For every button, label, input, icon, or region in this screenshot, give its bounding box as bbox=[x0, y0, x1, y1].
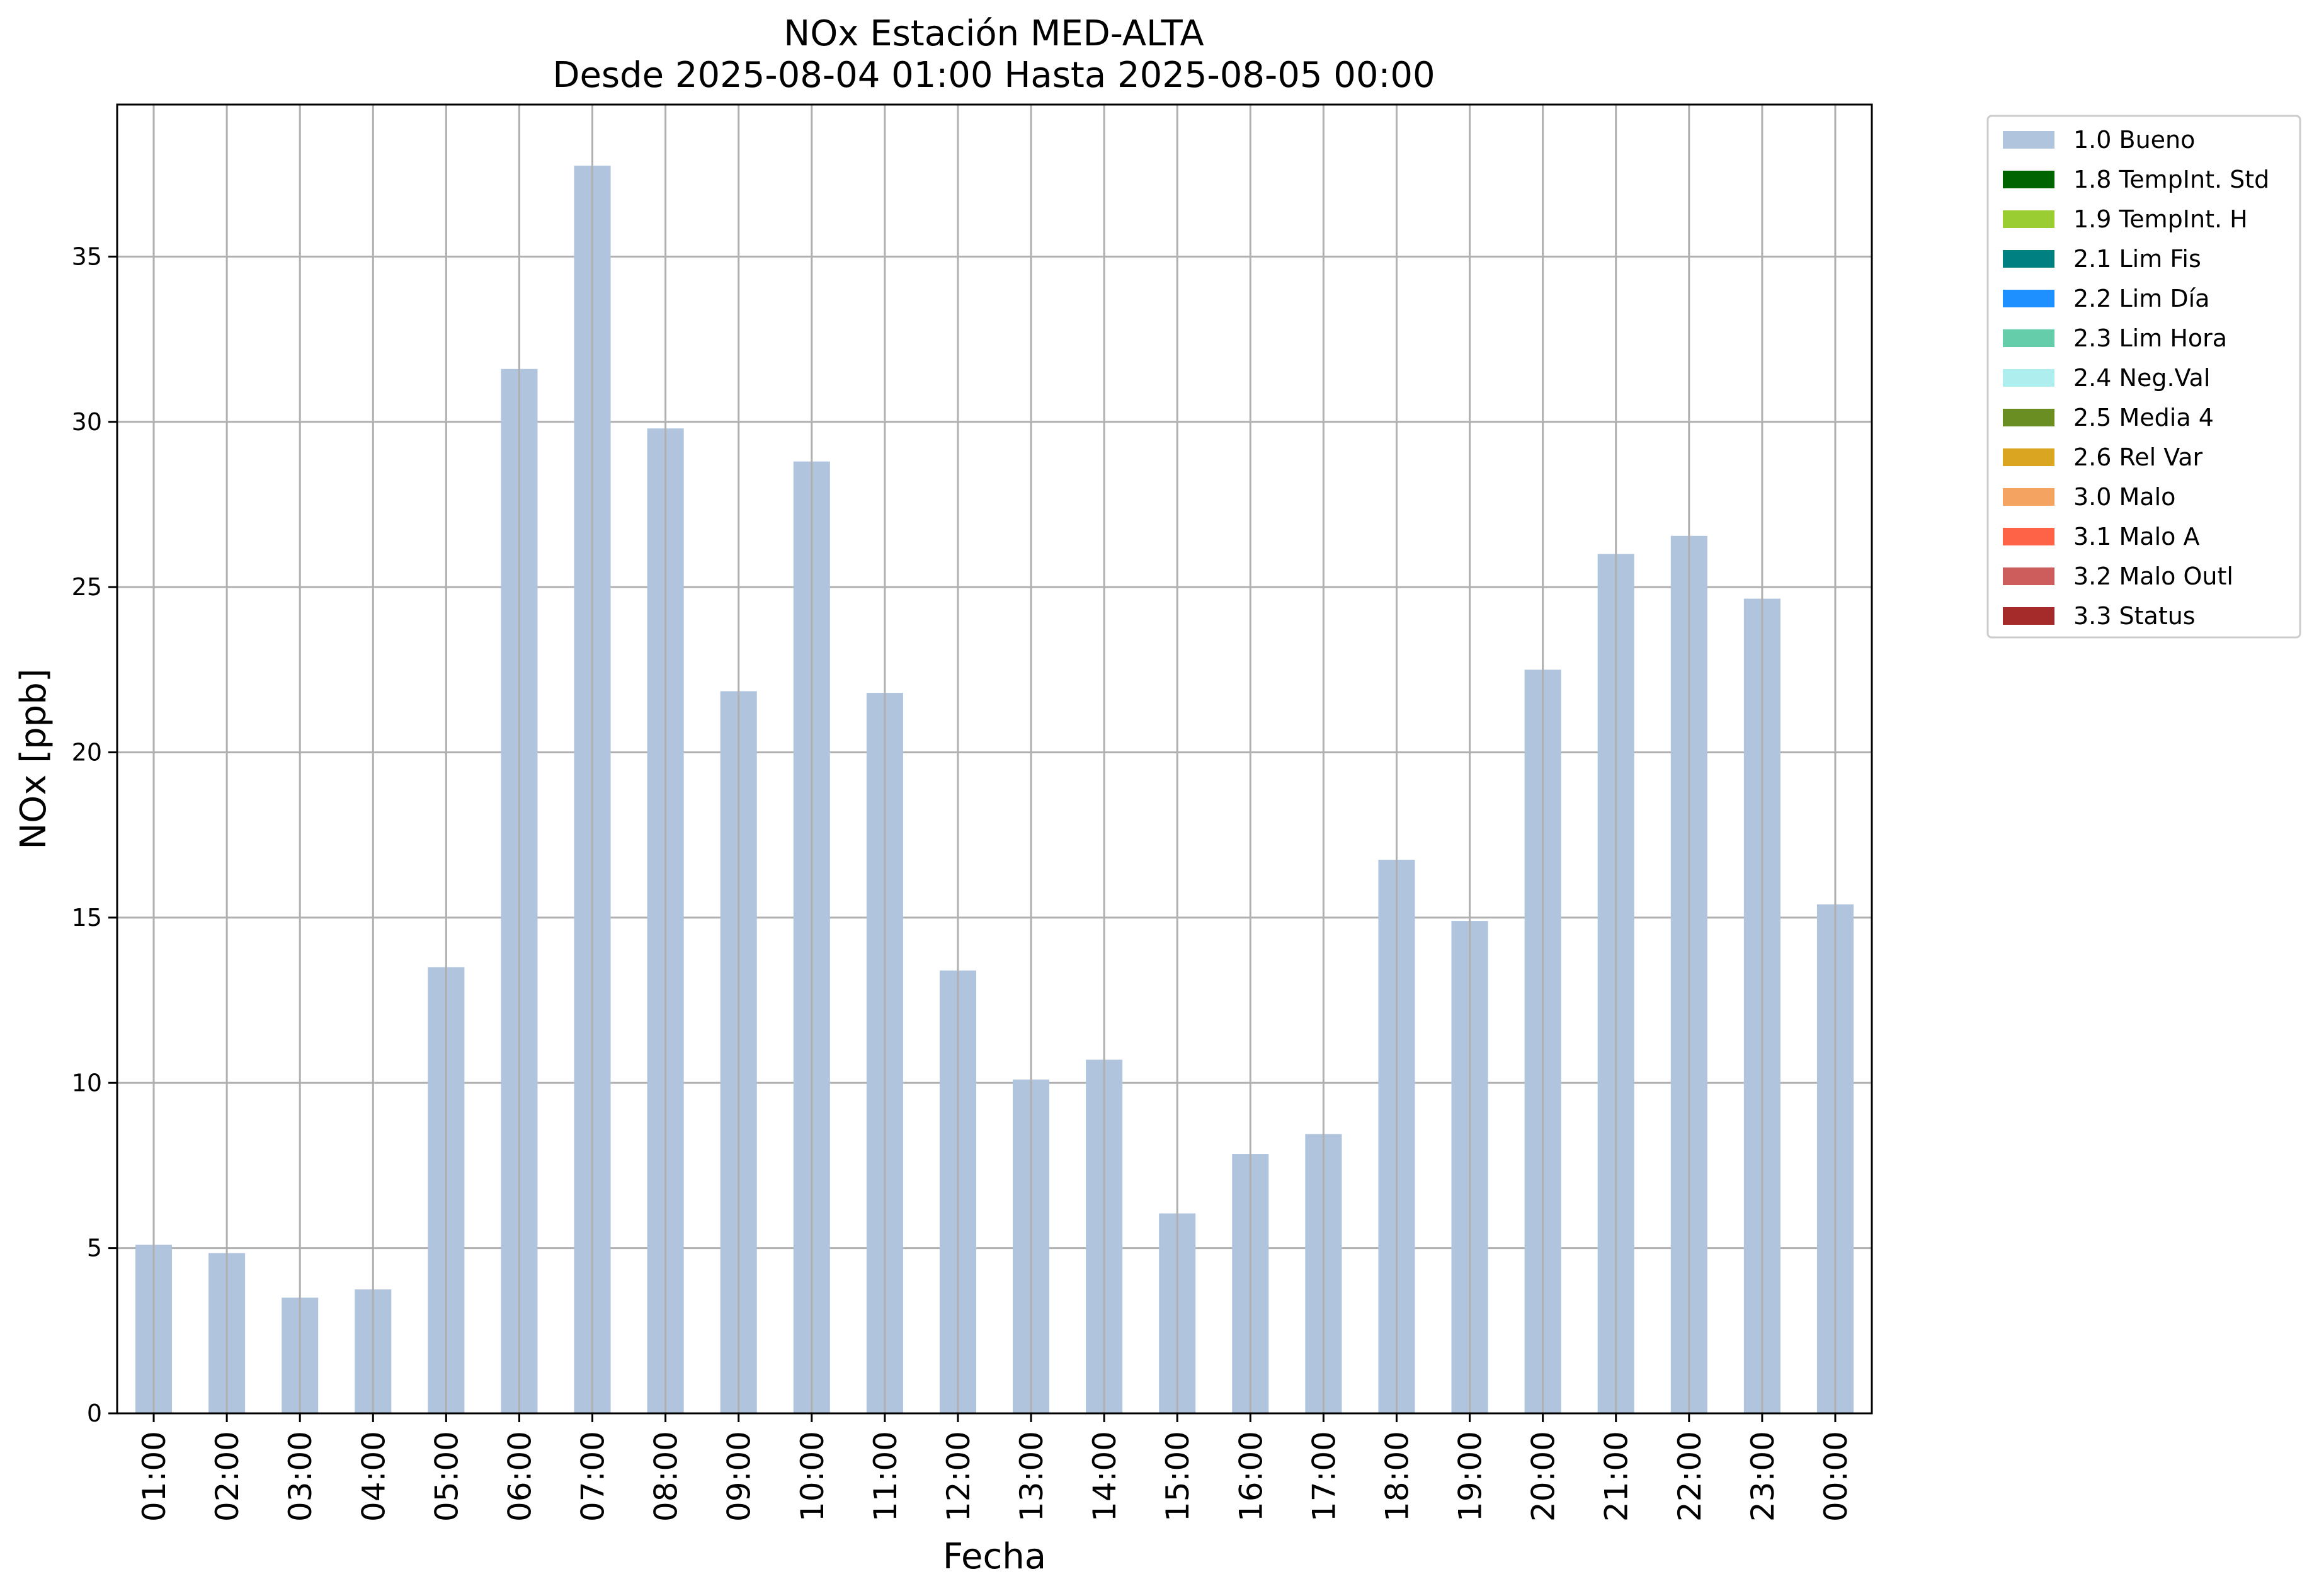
x-tick-label: 19:00 bbox=[1452, 1431, 1489, 1522]
x-tick-label: 01:00 bbox=[136, 1431, 173, 1522]
x-tick-label: 04:00 bbox=[355, 1431, 392, 1522]
x-tick-label: 15:00 bbox=[1160, 1431, 1196, 1522]
legend-swatch bbox=[2003, 290, 2054, 307]
x-tick-label: 12:00 bbox=[940, 1431, 977, 1522]
chart-subtitle: Desde 2025-08-04 01:00 Hasta 2025-08-05 … bbox=[552, 55, 1435, 96]
y-tick-label: 15 bbox=[72, 904, 102, 932]
x-axis-ticks: 01:00 02:00 03:00 04:00 05:00 06:00 07:00 08:00… bbox=[136, 1413, 1854, 1522]
y-tick-label: 20 bbox=[72, 739, 102, 767]
x-tick-label: 20:00 bbox=[1525, 1431, 1562, 1522]
x-tick-label: 17:00 bbox=[1306, 1431, 1342, 1522]
plot-area-frame bbox=[116, 103, 1873, 1415]
x-tick-label: 11:00 bbox=[867, 1431, 904, 1522]
x-tick-label: 09:00 bbox=[721, 1431, 758, 1522]
legend-label: 2.2 Lim Día bbox=[2073, 285, 2209, 312]
legend-label: 3.2 Malo Outl bbox=[2073, 562, 2233, 590]
x-tick-label: 06:00 bbox=[501, 1431, 538, 1522]
legend-label: 2.6 Rel Var bbox=[2073, 443, 2203, 471]
legend-label: 3.0 Malo bbox=[2073, 483, 2175, 511]
y-tick-label: 35 bbox=[72, 242, 102, 270]
y-axis-ticks: 0 5 10 15 20 25 30 35 bbox=[72, 242, 117, 1427]
x-tick-label: 16:00 bbox=[1233, 1431, 1269, 1522]
x-tick-label: 18:00 bbox=[1379, 1431, 1415, 1522]
legend-label: 1.9 TempInt. H bbox=[2073, 205, 2248, 233]
legend-label: 2.4 Neg.Val bbox=[2073, 364, 2210, 392]
legend-label: 1.8 TempInt. Std bbox=[2073, 166, 2269, 193]
x-tick-label: 13:00 bbox=[1013, 1431, 1050, 1522]
legend-swatch bbox=[2003, 607, 2054, 625]
y-tick-label: 30 bbox=[72, 408, 102, 436]
legend-swatch bbox=[2003, 171, 2054, 188]
legend-label: 1.0 Bueno bbox=[2073, 126, 2195, 154]
x-tick-label: 05:00 bbox=[428, 1431, 465, 1522]
legend: 1.0 Bueno 1.8 TempInt. Std 1.9 TempInt. H 2… bbox=[1986, 115, 2301, 639]
legend-label: 2.5 Media 4 bbox=[2073, 404, 2214, 431]
y-tick-label: 10 bbox=[72, 1069, 102, 1097]
legend-swatch bbox=[2003, 488, 2054, 506]
legend-swatch bbox=[2003, 250, 2054, 268]
legend-swatch bbox=[2003, 409, 2054, 426]
legend-swatch bbox=[2003, 448, 2054, 466]
x-tick-label: 10:00 bbox=[794, 1431, 831, 1522]
y-tick-label: 0 bbox=[87, 1399, 102, 1427]
legend-label: 2.1 Lim Fis bbox=[2073, 245, 2201, 273]
legend-swatch bbox=[2003, 369, 2054, 387]
x-tick-label: 00:00 bbox=[1818, 1431, 1854, 1522]
legend-label: 2.3 Lim Hora bbox=[2073, 324, 2227, 352]
x-tick-label: 07:00 bbox=[575, 1431, 612, 1522]
legend-label: 3.1 Malo A bbox=[2073, 523, 2199, 550]
legend-swatch bbox=[2003, 528, 2054, 545]
x-tick-label: 03:00 bbox=[282, 1431, 319, 1522]
y-tick-label: 5 bbox=[87, 1234, 102, 1262]
legend-swatch bbox=[2003, 210, 2054, 228]
x-tick-label: 08:00 bbox=[648, 1431, 685, 1522]
x-grid-lines bbox=[152, 105, 1837, 1413]
chart-title: NOx Estación MED-ALTA bbox=[783, 13, 1204, 54]
legend-swatch bbox=[2003, 131, 2054, 149]
legend-frame bbox=[1986, 115, 2301, 639]
x-tick-label: 14:00 bbox=[1086, 1431, 1123, 1522]
x-axis-label: Fecha bbox=[943, 1536, 1046, 1577]
legend-items: 1.0 Bueno 1.8 TempInt. Std 1.9 TempInt. H 2… bbox=[2003, 126, 2269, 630]
x-tick-label: 02:00 bbox=[209, 1431, 246, 1522]
y-axis-label: NOx [ppb] bbox=[13, 668, 54, 849]
y-tick-label: 25 bbox=[72, 573, 102, 601]
x-tick-label: 22:00 bbox=[1672, 1431, 1708, 1522]
x-tick-label: 21:00 bbox=[1598, 1431, 1635, 1522]
legend-swatch bbox=[2003, 567, 2054, 585]
legend-swatch bbox=[2003, 329, 2054, 347]
x-tick-label: 23:00 bbox=[1745, 1431, 1781, 1522]
legend-label: 3.3 Status bbox=[2073, 602, 2196, 630]
